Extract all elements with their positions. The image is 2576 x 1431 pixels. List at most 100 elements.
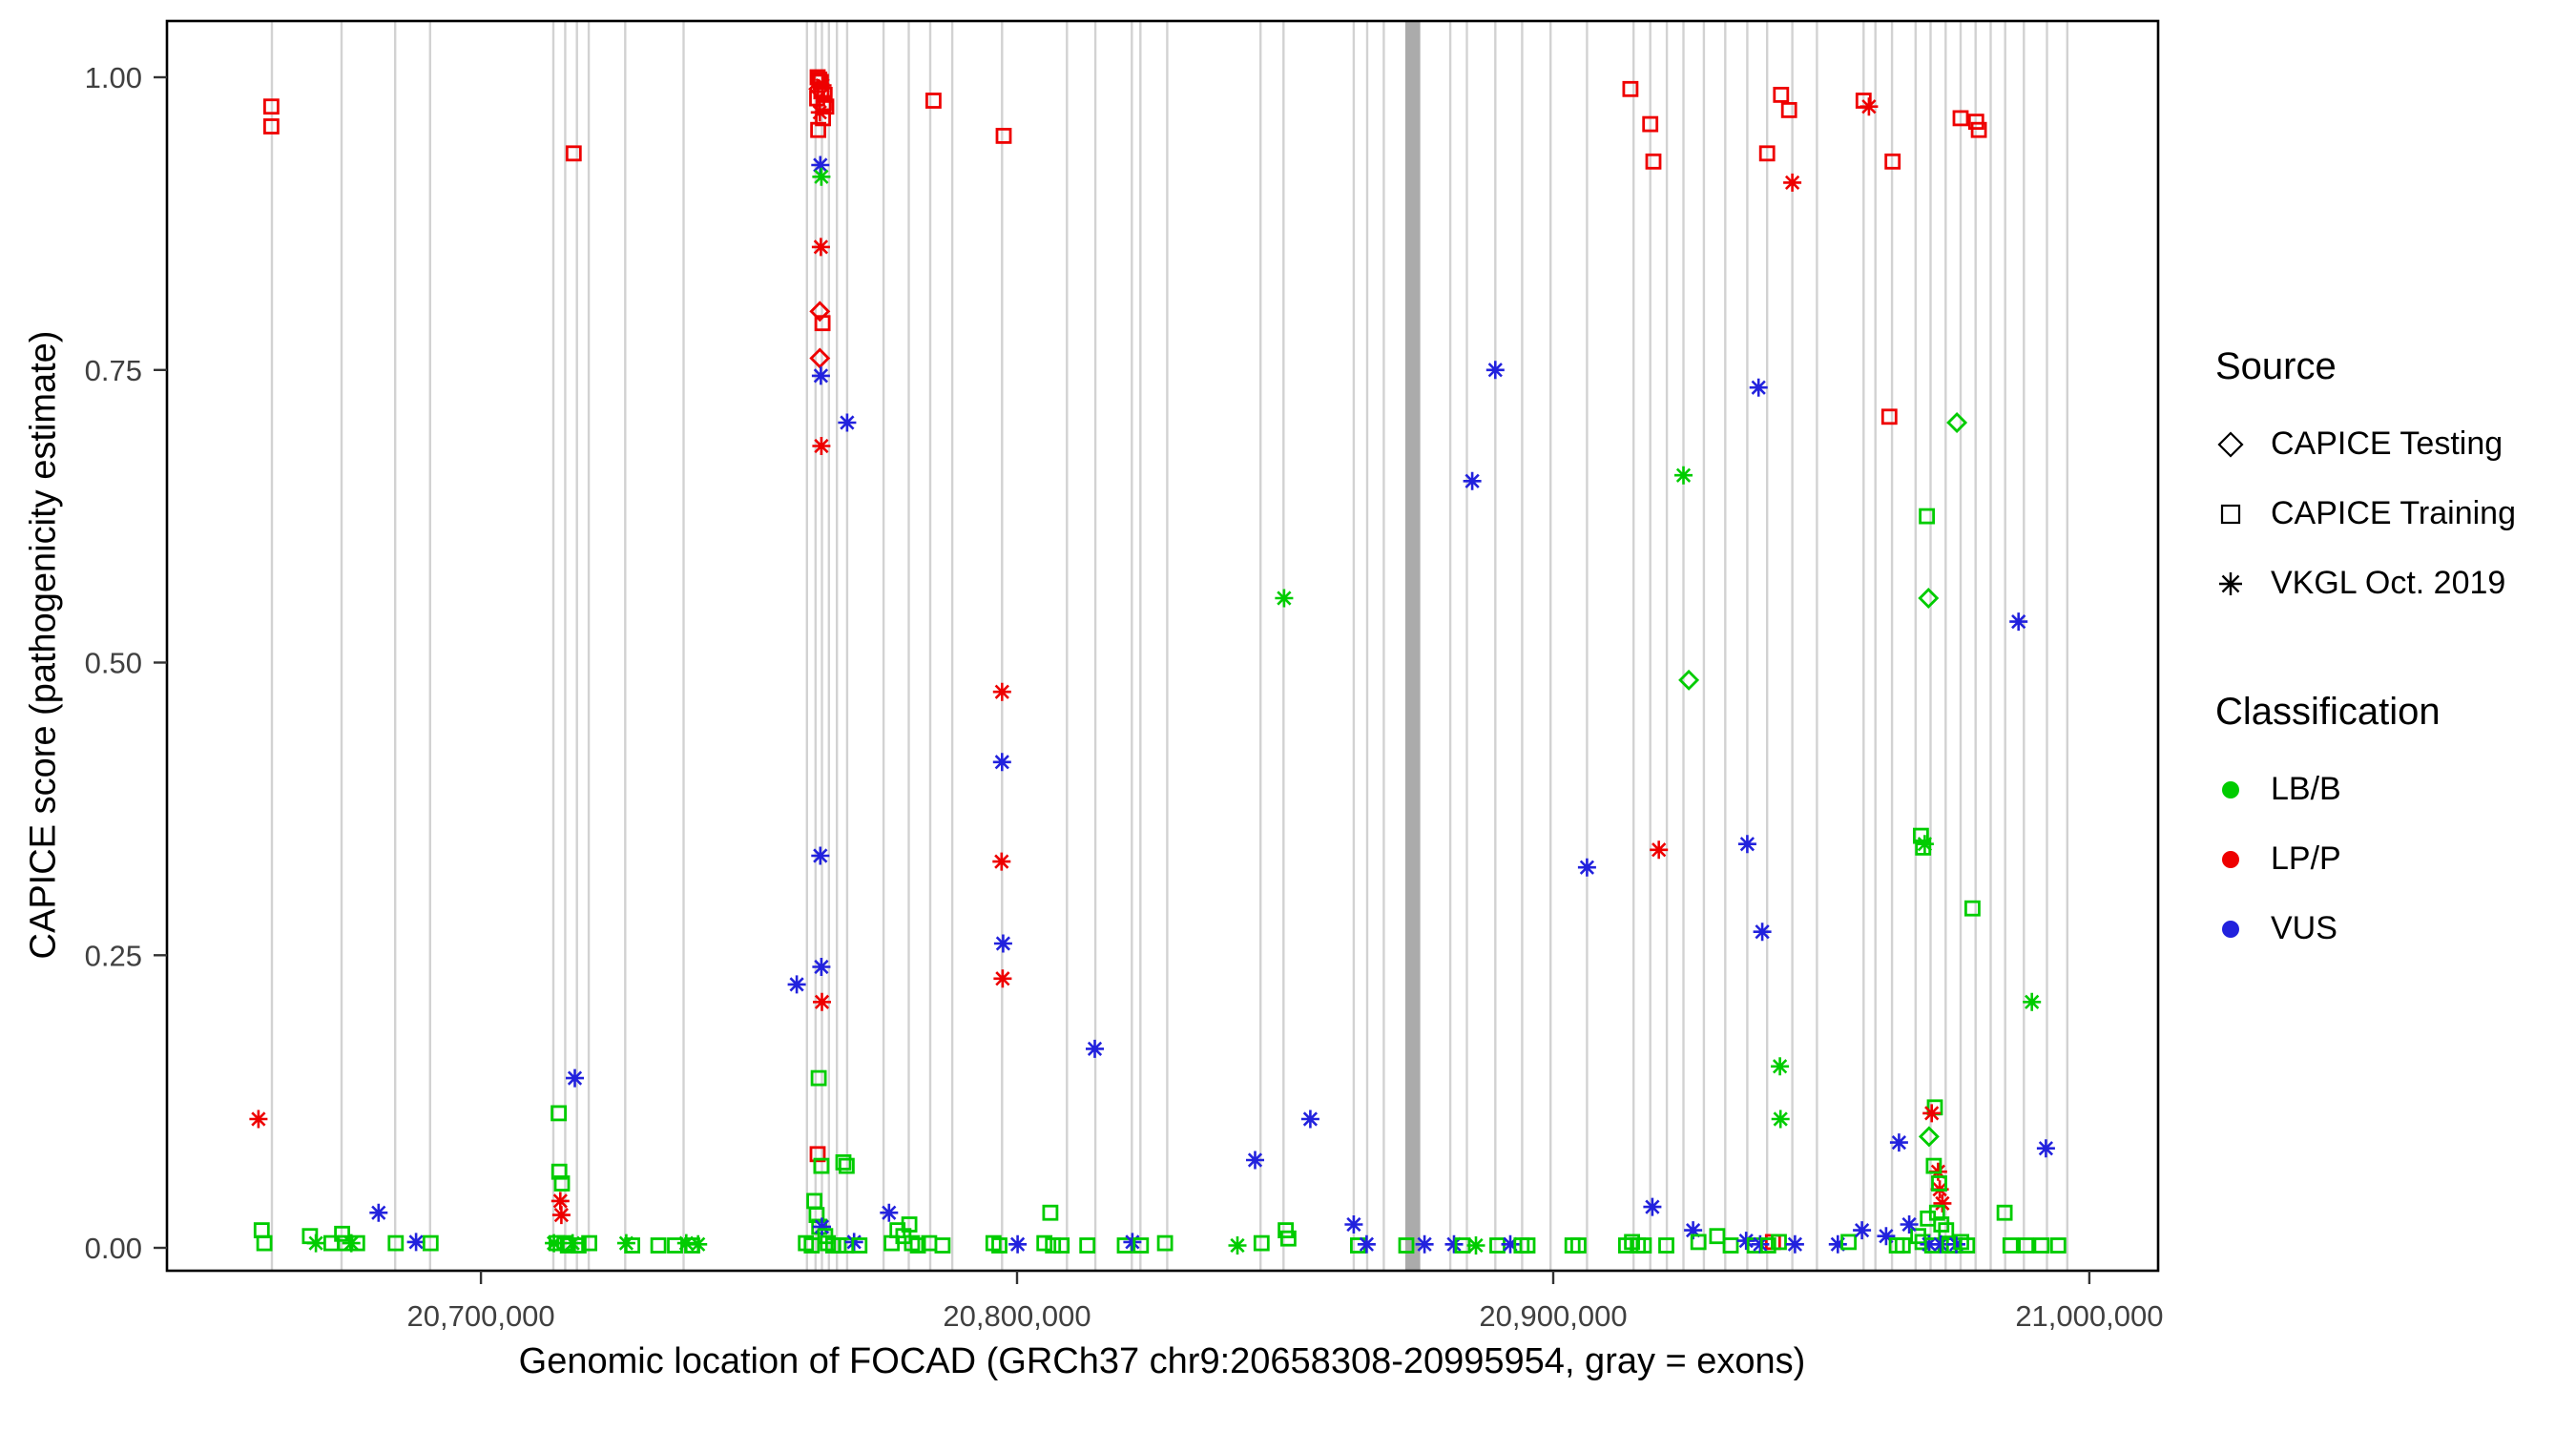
red-dot-icon bbox=[2222, 850, 2239, 868]
point-asterisk bbox=[787, 975, 806, 994]
point-square bbox=[2049, 1237, 2067, 1254]
point-square bbox=[1690, 1234, 1707, 1251]
point-square bbox=[901, 1216, 918, 1233]
point-square bbox=[1931, 1175, 1947, 1192]
point-asterisk bbox=[1920, 1234, 1939, 1254]
point-square bbox=[1952, 110, 1969, 127]
point-square bbox=[1156, 1234, 1174, 1252]
point-square bbox=[991, 1237, 1008, 1254]
point-asterisk bbox=[812, 437, 831, 455]
point-asterisk bbox=[1751, 1234, 1770, 1254]
point-square bbox=[553, 1175, 571, 1192]
point-asterisk bbox=[1889, 1133, 1908, 1152]
point-square bbox=[1773, 87, 1790, 103]
point-asterisk bbox=[1900, 1215, 1919, 1234]
point-square bbox=[835, 1154, 852, 1171]
point-square bbox=[1963, 900, 1981, 917]
point-asterisk bbox=[1771, 1057, 1790, 1076]
point-square bbox=[551, 1163, 568, 1180]
point-asterisk bbox=[2009, 612, 2028, 632]
point-square bbox=[1132, 1237, 1150, 1254]
point-asterisk bbox=[1915, 835, 1934, 854]
point-square bbox=[1622, 80, 1639, 97]
point-asterisk bbox=[369, 1203, 388, 1222]
y-tick-label: 0.00 bbox=[85, 1232, 142, 1265]
legend-item-vus: VUS bbox=[2215, 894, 2516, 964]
point-square bbox=[2018, 1237, 2035, 1254]
point-asterisk bbox=[1828, 1234, 1847, 1254]
point-asterisk bbox=[1643, 1197, 1662, 1216]
point-square bbox=[995, 127, 1012, 144]
point-diamond bbox=[1918, 588, 1940, 609]
point-asterisk bbox=[1771, 1110, 1790, 1129]
point-asterisk bbox=[813, 992, 831, 1011]
point-asterisk bbox=[880, 1203, 899, 1222]
x-axis-title: Genomic location of FOCAD (GRCh37 chr9:2… bbox=[518, 1341, 1806, 1381]
point-asterisk bbox=[1736, 1232, 1755, 1251]
point-square bbox=[1840, 1234, 1857, 1251]
point-square bbox=[565, 145, 582, 162]
point-asterisk bbox=[551, 1192, 570, 1211]
point-square bbox=[624, 1237, 640, 1254]
point-square bbox=[1759, 1237, 1776, 1254]
point-asterisk bbox=[1749, 378, 1768, 397]
point-square bbox=[1079, 1237, 1096, 1254]
point-asterisk bbox=[1853, 1221, 1872, 1240]
point-asterisk bbox=[1415, 1234, 1434, 1254]
point-square bbox=[551, 1105, 567, 1122]
point-asterisk bbox=[1931, 1234, 1950, 1254]
point-asterisk bbox=[1859, 97, 1879, 116]
point-asterisk bbox=[1008, 1234, 1028, 1254]
point-asterisk bbox=[566, 1068, 584, 1088]
point-asterisk bbox=[2023, 992, 2042, 1011]
point-square bbox=[262, 118, 280, 135]
point-square bbox=[1253, 1234, 1270, 1252]
point-square bbox=[571, 1237, 587, 1254]
point-asterisk bbox=[1737, 835, 1756, 854]
point-asterisk bbox=[1922, 1104, 1942, 1123]
y-tick-label: 1.00 bbox=[85, 61, 142, 94]
point-asterisk bbox=[1947, 1234, 1965, 1254]
point-square bbox=[1570, 1237, 1587, 1254]
point-asterisk bbox=[1444, 1234, 1464, 1254]
point-asterisk bbox=[813, 1217, 831, 1236]
point-square bbox=[1913, 827, 1929, 844]
point-asterisk bbox=[992, 852, 1011, 871]
point-asterisk bbox=[1674, 466, 1693, 485]
point-square bbox=[1278, 1222, 1294, 1238]
point-square bbox=[1635, 1237, 1652, 1254]
point-asterisk bbox=[1275, 589, 1294, 608]
point-asterisk bbox=[1357, 1234, 1376, 1254]
point-square bbox=[334, 1225, 351, 1242]
point-square bbox=[851, 1237, 868, 1254]
point-asterisk bbox=[249, 1110, 268, 1129]
point-square bbox=[1042, 1204, 1059, 1221]
point-square bbox=[1959, 1237, 1976, 1254]
exon-band bbox=[1404, 21, 1421, 1271]
point-square bbox=[262, 98, 280, 115]
point-asterisk bbox=[993, 934, 1012, 953]
point-asterisk bbox=[812, 167, 831, 186]
legend-item-label: VUS bbox=[2271, 910, 2337, 946]
point-square bbox=[1280, 1230, 1297, 1247]
point-asterisk bbox=[812, 958, 831, 976]
point-square bbox=[820, 1234, 837, 1252]
x-tick-label: 20,900,000 bbox=[1479, 1299, 1627, 1333]
legend-item-label: LP/P bbox=[2271, 840, 2341, 877]
point-square bbox=[809, 1146, 826, 1163]
point-square bbox=[1925, 1157, 1942, 1174]
point-square bbox=[1967, 114, 1984, 130]
point-asterisk bbox=[1577, 858, 1596, 877]
point-square bbox=[1880, 408, 1898, 425]
point-asterisk bbox=[1501, 1234, 1520, 1254]
legend-item-label: LB/B bbox=[2271, 771, 2341, 807]
point-square bbox=[810, 121, 826, 138]
point-square bbox=[1642, 115, 1659, 133]
point-square bbox=[1771, 1234, 1787, 1251]
point-square bbox=[1645, 153, 1662, 170]
square-icon bbox=[2220, 504, 2241, 524]
point-diamond bbox=[1946, 412, 1968, 433]
point-asterisk bbox=[992, 682, 1011, 701]
